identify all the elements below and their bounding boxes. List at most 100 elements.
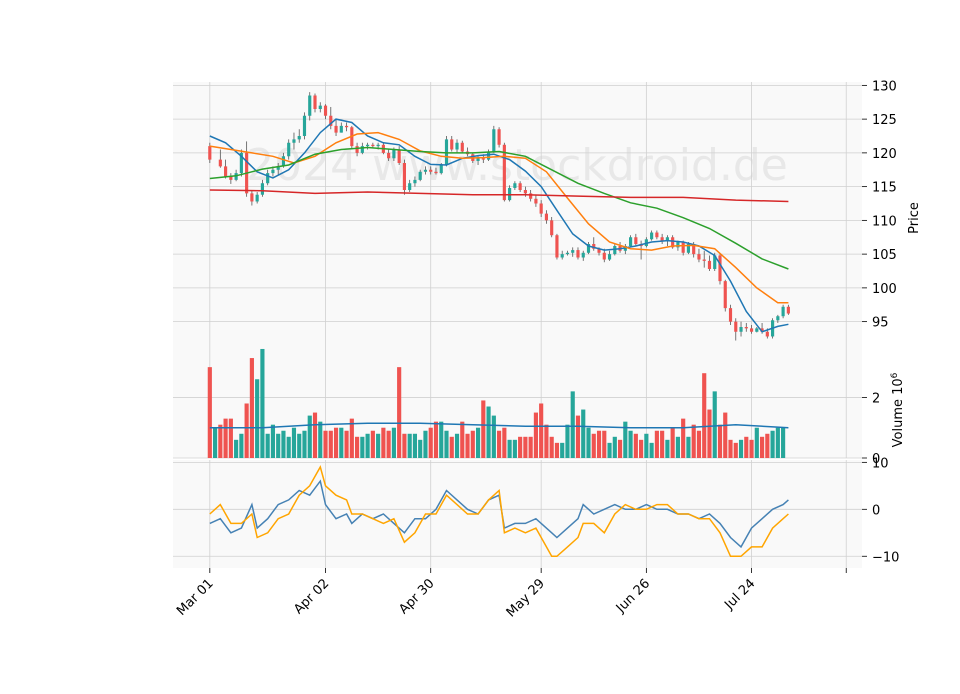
candle-body (749, 328, 754, 332)
candle-body (455, 142, 459, 150)
candle-body (681, 241, 685, 253)
candle-body (513, 183, 517, 188)
volume-bar (365, 433, 370, 458)
candle-body (492, 129, 496, 152)
volume-bar (460, 421, 465, 458)
oscillator-panel: −10 0 10 (173, 456, 899, 568)
candle-body (292, 139, 296, 143)
x-axis: Mar 01 Apr 02 Apr 30 May 29 Jun 26 Jul 24 (174, 568, 847, 620)
volume-bar (207, 367, 212, 458)
volume-bar (344, 430, 349, 458)
volume-bar (591, 433, 596, 458)
volume-bar (486, 406, 491, 458)
candle-body (229, 176, 233, 180)
volume-bar (307, 415, 312, 458)
volume-tick-label: 2 (872, 391, 880, 406)
candle-body (429, 169, 433, 172)
volume-bar (454, 433, 460, 458)
candle-body (602, 252, 606, 260)
volume-tick-label: 0 (872, 452, 880, 467)
volume-bar (707, 409, 712, 458)
candle-body (755, 328, 759, 332)
volume-bar (391, 427, 396, 458)
volume-bar (612, 436, 617, 458)
volume-exponent: 6 (890, 372, 900, 378)
volume-bar (512, 439, 517, 458)
volume-bar (649, 442, 654, 458)
moving-average-line (209, 131, 789, 304)
volume-bar (228, 418, 233, 458)
oscillator-panel-background (173, 460, 862, 568)
volume-bar (255, 379, 260, 458)
volume-bar (270, 424, 276, 458)
candle-body (723, 281, 727, 309)
volume-bar (717, 424, 723, 458)
candle-body (302, 115, 307, 136)
volume-bar (297, 433, 302, 458)
candle-body (371, 144, 375, 147)
candle-body (539, 203, 543, 214)
volume-bar (318, 421, 323, 458)
price-tick-label: 95 (872, 316, 889, 331)
volume-bar (481, 400, 486, 458)
candle-body (423, 169, 428, 172)
price-tick-label: 110 (872, 214, 897, 229)
candle-body (308, 95, 312, 116)
candle-body (450, 139, 454, 150)
volume-bar (770, 430, 775, 458)
volume-bar (418, 439, 423, 458)
x-tick-label: Mar 01 (174, 576, 217, 619)
volume-bar (696, 430, 702, 458)
volume-bar (560, 442, 565, 458)
candle-body (697, 254, 701, 260)
candle-body (276, 166, 280, 170)
volume-bar (249, 358, 254, 458)
volume-bar (639, 439, 644, 458)
volume-bar (370, 430, 375, 458)
volume-bar (617, 439, 623, 458)
volume-bar (749, 439, 754, 458)
candle-body (760, 328, 764, 332)
candle-body (329, 115, 333, 126)
candle-body (460, 142, 464, 152)
volume-bar (554, 442, 560, 458)
volume-bar (234, 439, 239, 458)
volume-bar (781, 427, 786, 458)
x-tick-label: Apr 02 (291, 576, 332, 617)
candle-body (586, 244, 591, 253)
x-tick-label: Jun 26 (613, 576, 653, 616)
volume-bar (276, 433, 281, 458)
volume-bar (212, 427, 218, 458)
volume-bar (291, 427, 297, 458)
price-panel-background (173, 82, 862, 352)
candle-body (613, 246, 617, 255)
volume-bar (281, 430, 286, 458)
volume-bar (581, 409, 586, 458)
volume-bar (439, 421, 444, 458)
oscillator-tick-label: 10 (872, 456, 889, 471)
volume-bar (644, 433, 649, 458)
candle-body (523, 190, 527, 194)
candle-body (250, 193, 254, 202)
volume-bar (539, 403, 544, 458)
volume-bar (302, 430, 307, 458)
volume-bar (328, 430, 333, 458)
candle-body (497, 129, 501, 145)
volume-bar (397, 367, 402, 458)
volume-bar (733, 442, 738, 458)
candle-body (571, 250, 575, 253)
candle-body (418, 171, 422, 180)
candle-body (260, 183, 264, 195)
volume-bar (754, 427, 759, 458)
candle-body (534, 198, 538, 204)
candle-body (576, 250, 580, 258)
volume-bar (723, 412, 728, 458)
candle-body (518, 183, 522, 190)
volume-panel: 0 2 Volume 106 (173, 348, 906, 467)
volume-bar (355, 436, 360, 458)
volume-bar (565, 424, 570, 458)
candle-body (718, 255, 722, 282)
candle-body (728, 308, 733, 322)
volume-bar (633, 433, 638, 458)
